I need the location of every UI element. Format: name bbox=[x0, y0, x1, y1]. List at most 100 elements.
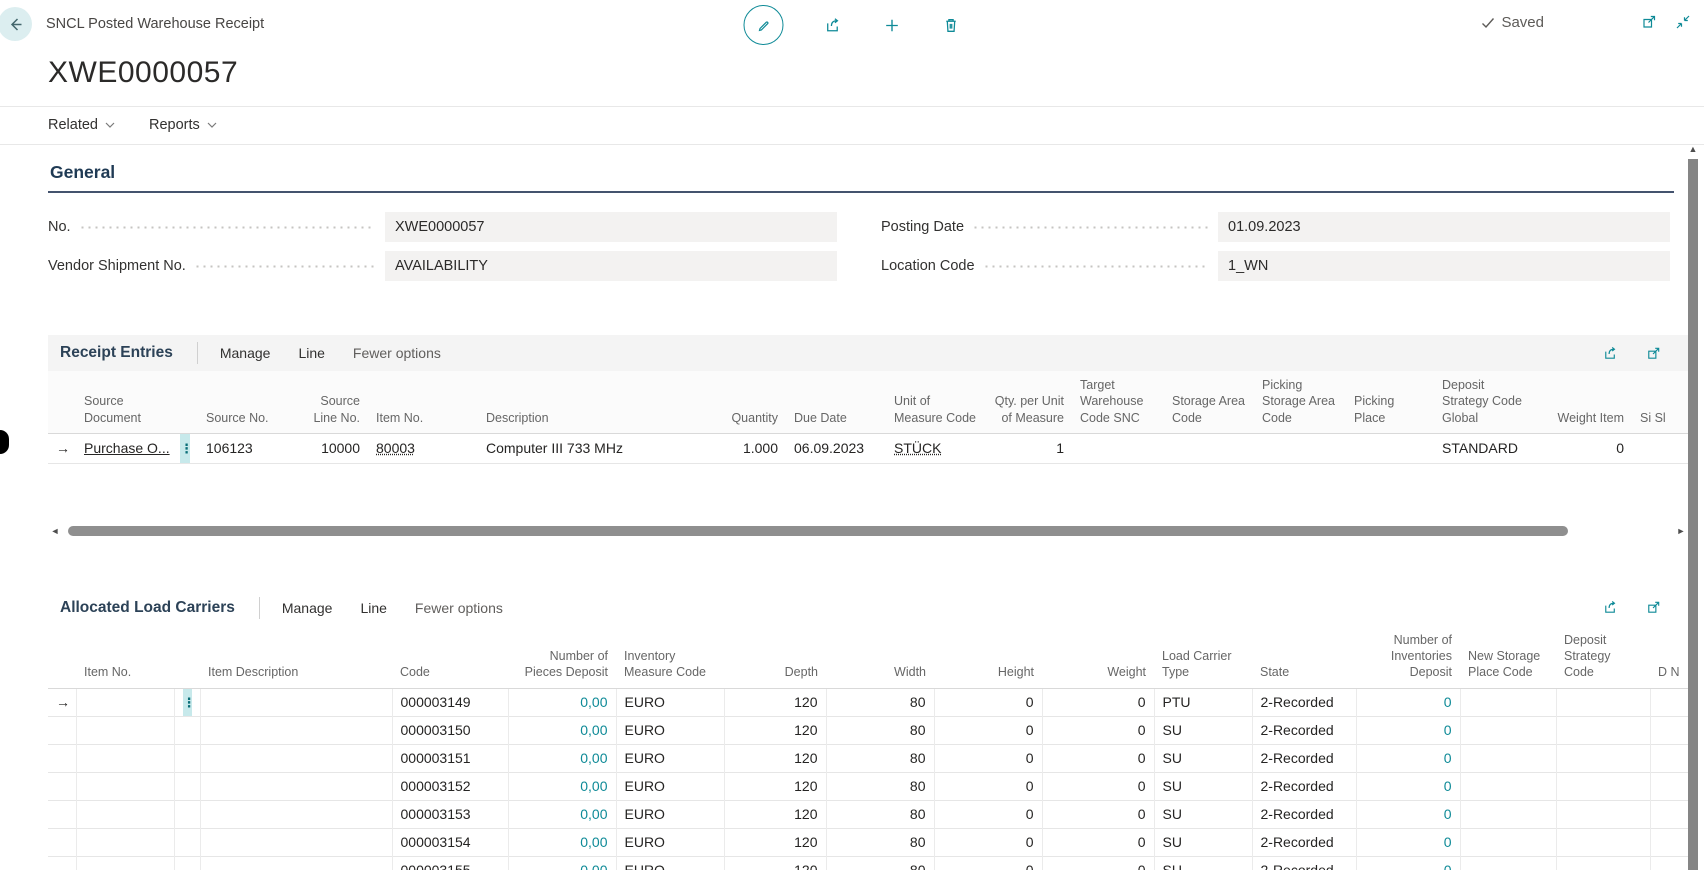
scrollbar-thumb[interactable] bbox=[1688, 159, 1698, 870]
scroll-up-arrow[interactable]: ▲ bbox=[1688, 144, 1698, 154]
col-clipped[interactable]: Si Sl bbox=[1632, 371, 1688, 434]
share-part-button[interactable] bbox=[1602, 599, 1619, 616]
col-item-description[interactable]: Item Description bbox=[200, 625, 392, 689]
row-selector[interactable]: ⋮ bbox=[172, 433, 198, 463]
cell-pieces-deposit[interactable]: 0,00 bbox=[508, 688, 617, 716]
open-in-new-window-button[interactable] bbox=[1640, 13, 1658, 31]
row-selector[interactable] bbox=[174, 800, 201, 828]
cell-due-date[interactable]: 06.09.2023 bbox=[794, 440, 865, 457]
cell-height[interactable]: 0 bbox=[934, 716, 1043, 744]
collapse-view-button[interactable] bbox=[1674, 13, 1692, 31]
col-state[interactable]: State bbox=[1252, 625, 1356, 689]
col-weight-item[interactable]: Weight Item bbox=[1542, 371, 1632, 434]
cell-inventories-deposit[interactable]: 0 bbox=[1356, 744, 1461, 772]
scrollbar-thumb[interactable] bbox=[68, 525, 1568, 536]
cell-load-carrier-type[interactable]: SU bbox=[1154, 716, 1253, 744]
cell-code[interactable]: 000003150 bbox=[392, 716, 509, 744]
cell-width[interactable]: 80 bbox=[826, 716, 935, 744]
cell-pieces-deposit[interactable]: 0,00 bbox=[508, 744, 617, 772]
share-part-button[interactable] bbox=[1602, 345, 1619, 362]
cell-state[interactable]: 2-Recorded bbox=[1252, 828, 1357, 856]
fewer-options-button[interactable]: Fewer options bbox=[414, 599, 503, 616]
cell-depth[interactable]: 120 bbox=[724, 716, 827, 744]
cell-description[interactable]: Computer III 733 MHz bbox=[486, 440, 623, 457]
col-item-no[interactable]: Item No. bbox=[76, 625, 174, 689]
table-row[interactable]: 000003151 0,00 EURO 120 80 0 0 SU 2-Reco… bbox=[48, 744, 1688, 772]
posting-date-field-value[interactable]: 01.09.2023 bbox=[1218, 212, 1670, 242]
col-deposit-strategy-code[interactable]: Deposit Strategy Code bbox=[1556, 625, 1650, 689]
location-code-field-value[interactable]: 1_WN bbox=[1218, 251, 1670, 281]
cell-weight[interactable]: 0 bbox=[1042, 744, 1155, 772]
scrollbar-track[interactable] bbox=[62, 525, 1674, 536]
cell-depth[interactable]: 120 bbox=[724, 744, 827, 772]
cell-inventories-deposit[interactable]: 0 bbox=[1356, 716, 1461, 744]
cell-weight[interactable]: 0 bbox=[1042, 716, 1155, 744]
cell-inventories-deposit[interactable]: 0 bbox=[1356, 800, 1461, 828]
col-height[interactable]: Height bbox=[934, 625, 1042, 689]
col-deposit-strategy-code-global[interactable]: Deposit Strategy Code Global bbox=[1434, 371, 1542, 434]
col-source-document[interactable]: Source Document bbox=[76, 371, 172, 434]
cell-weight-item[interactable]: 0 bbox=[1616, 440, 1624, 457]
table-row[interactable]: 000003155 0,00 EURO 120 80 0 0 SU 2-Reco… bbox=[48, 856, 1688, 870]
cell-depth[interactable]: 120 bbox=[724, 800, 827, 828]
cell-load-carrier-type[interactable]: SU bbox=[1154, 772, 1253, 800]
cell-code[interactable]: 000003151 bbox=[392, 744, 509, 772]
row-selector[interactable] bbox=[174, 828, 201, 856]
cell-source-document[interactable]: Purchase O... bbox=[84, 440, 170, 457]
col-qty-per-unit-of-measure[interactable]: Qty. per Unit of Measure bbox=[986, 371, 1072, 434]
cell-width[interactable]: 80 bbox=[826, 856, 935, 870]
table-row[interactable]: 000003153 0,00 EURO 120 80 0 0 SU 2-Reco… bbox=[48, 800, 1688, 828]
col-new-storage-place-code[interactable]: New Storage Place Code bbox=[1460, 625, 1556, 689]
cell-state[interactable]: 2-Recorded bbox=[1252, 772, 1357, 800]
col-due-date[interactable]: Due Date bbox=[786, 371, 886, 434]
cell-code[interactable]: 000003149 bbox=[392, 688, 509, 716]
menu-reports[interactable]: Reports bbox=[149, 117, 217, 133]
col-picking-storage-area-code[interactable]: Picking Storage Area Code bbox=[1254, 371, 1346, 434]
menu-related[interactable]: Related bbox=[48, 117, 115, 133]
cell-load-carrier-type[interactable]: SU bbox=[1154, 800, 1253, 828]
vendor-shipment-no-field-value[interactable]: AVAILABILITY bbox=[385, 251, 837, 281]
cell-inventories-deposit[interactable]: 0 bbox=[1356, 688, 1461, 716]
col-unit-of-measure-code[interactable]: Unit of Measure Code bbox=[886, 371, 986, 434]
cell-height[interactable]: 0 bbox=[934, 856, 1043, 870]
cell-inventories-deposit[interactable]: 0 bbox=[1356, 772, 1461, 800]
cell-state[interactable]: 2-Recorded bbox=[1252, 800, 1357, 828]
cell-weight[interactable]: 0 bbox=[1042, 688, 1155, 716]
table-row[interactable]: → Purchase O... ⋮ 106123 10000 80003 Com… bbox=[48, 433, 1688, 464]
cell-source-no[interactable]: 106123 bbox=[206, 440, 253, 457]
col-depth[interactable]: Depth bbox=[724, 625, 826, 689]
cell-width[interactable]: 80 bbox=[826, 800, 935, 828]
cell-load-carrier-type[interactable]: SU bbox=[1154, 856, 1253, 870]
scroll-left-arrow[interactable]: ◄ bbox=[48, 526, 62, 536]
cell-width[interactable]: 80 bbox=[826, 772, 935, 800]
row-selector[interactable] bbox=[174, 772, 201, 800]
cell-inventory-measure[interactable]: EURO bbox=[616, 744, 725, 772]
cell-state[interactable]: 2-Recorded bbox=[1252, 716, 1357, 744]
cell-code[interactable]: 000003152 bbox=[392, 772, 509, 800]
cell-inventories-deposit[interactable]: 0 bbox=[1356, 828, 1461, 856]
cell-load-carrier-type[interactable]: SU bbox=[1154, 828, 1253, 856]
cell-load-carrier-type[interactable]: PTU bbox=[1154, 688, 1253, 716]
row-selector[interactable]: ⋮ bbox=[174, 688, 201, 716]
cell-height[interactable]: 0 bbox=[934, 828, 1043, 856]
col-weight[interactable]: Weight bbox=[1042, 625, 1154, 689]
col-quantity[interactable]: Quantity bbox=[696, 371, 786, 434]
cell-item-no[interactable]: 80003 bbox=[376, 440, 415, 457]
cell-state[interactable]: 2-Recorded bbox=[1252, 856, 1357, 870]
delete-button[interactable] bbox=[942, 16, 961, 35]
table-row[interactable]: 000003154 0,00 EURO 120 80 0 0 SU 2-Reco… bbox=[48, 828, 1688, 856]
cell-state[interactable]: 2-Recorded bbox=[1252, 744, 1357, 772]
col-item-no[interactable]: Item No. bbox=[368, 371, 478, 434]
cell-weight[interactable]: 0 bbox=[1042, 772, 1155, 800]
cell-inventory-measure[interactable]: EURO bbox=[616, 800, 725, 828]
open-part-button[interactable] bbox=[1645, 599, 1662, 616]
cell-weight[interactable]: 0 bbox=[1042, 828, 1155, 856]
cell-width[interactable]: 80 bbox=[826, 828, 935, 856]
cell-inventory-measure[interactable]: EURO bbox=[616, 856, 725, 870]
cell-height[interactable]: 0 bbox=[934, 744, 1043, 772]
cell-unit-of-measure[interactable]: STÜCK bbox=[894, 440, 942, 457]
col-inventory-measure-code[interactable]: Inventory Measure Code bbox=[616, 625, 724, 689]
cell-height[interactable]: 0 bbox=[934, 800, 1043, 828]
cell-inventory-measure[interactable]: EURO bbox=[616, 688, 725, 716]
cell-inventories-deposit[interactable]: 0 bbox=[1356, 856, 1461, 870]
